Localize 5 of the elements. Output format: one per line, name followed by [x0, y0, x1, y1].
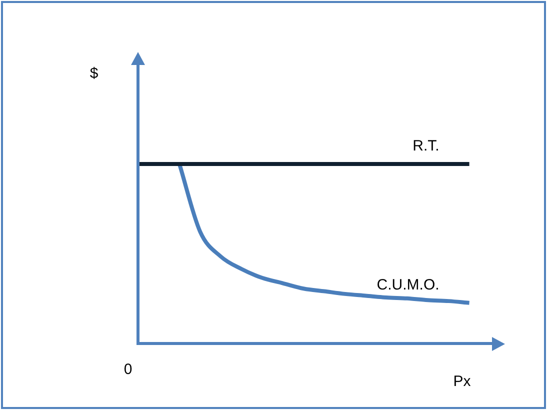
text: 0 [124, 361, 132, 378]
x-axis-title: Px [453, 373, 472, 390]
series-label: C.U.M.O. [376, 276, 440, 294]
series-label: R.T. [412, 138, 440, 155]
text: $ [90, 65, 99, 82]
